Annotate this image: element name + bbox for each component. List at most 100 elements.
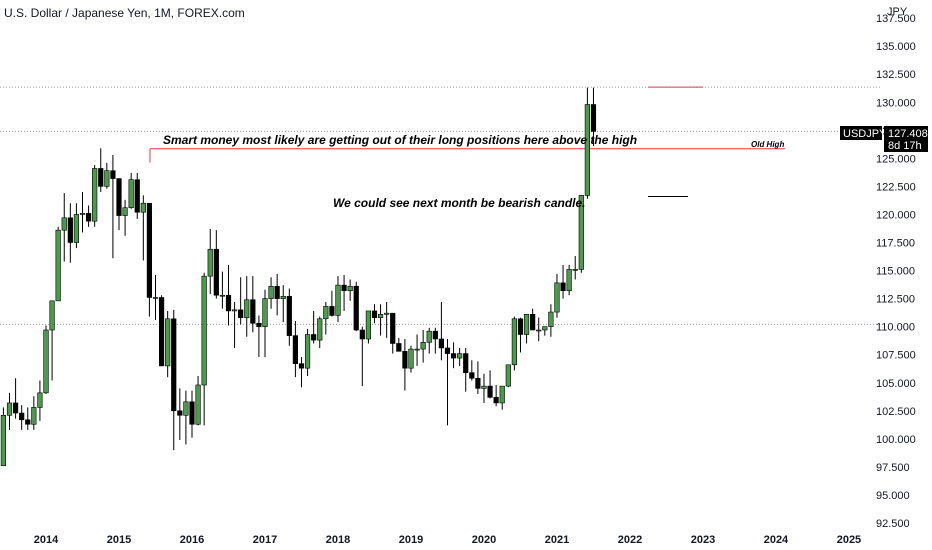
candle	[116, 178, 122, 231]
x-tick-label: 2024	[764, 534, 789, 546]
candle	[110, 154, 116, 259]
candle	[377, 304, 384, 336]
candle	[189, 390, 195, 438]
candle-body-bull	[183, 401, 189, 416]
candle-body-bear	[286, 296, 292, 336]
candle	[554, 273, 560, 318]
candle	[55, 226, 61, 302]
candle-body-bear	[353, 285, 359, 331]
x-tick-label: 2022	[618, 534, 642, 546]
candle	[201, 272, 207, 426]
x-tick-label: 2023	[691, 534, 715, 546]
candle	[481, 373, 487, 403]
candle	[25, 407, 31, 430]
candle	[426, 327, 432, 354]
y-tick-label: 112.500	[876, 294, 915, 306]
candle-body-bear	[311, 334, 317, 341]
candle-body-bear	[432, 330, 438, 340]
candle	[402, 338, 408, 391]
candle	[438, 301, 444, 361]
y-tick-label: 137.500	[876, 13, 916, 25]
candle	[499, 385, 505, 410]
candle-body-bull	[420, 342, 426, 350]
candle-body-bear	[256, 322, 262, 327]
candle	[311, 310, 317, 344]
price-label-symbol: USDJPY	[843, 128, 887, 140]
candle-body-bear	[146, 202, 153, 298]
candle	[104, 162, 110, 189]
candle-body-bear	[341, 284, 347, 292]
old-high-label: Old High	[751, 140, 784, 149]
candle	[432, 327, 438, 354]
candle-body-bear	[177, 410, 183, 416]
candle-body-bull	[323, 306, 329, 320]
candle-body-bear	[444, 347, 451, 354]
candle	[280, 285, 286, 323]
candle	[134, 172, 140, 219]
candle	[323, 301, 329, 335]
candle	[37, 380, 43, 421]
candle-body-bull	[511, 318, 517, 366]
candle	[578, 195, 584, 273]
candles	[0, 87, 597, 467]
candle	[475, 361, 481, 394]
candle-body-bear	[359, 329, 365, 340]
candle	[353, 281, 359, 332]
candle-body-bear	[85, 213, 92, 222]
candle-body-bear	[19, 412, 25, 421]
candle-body-bear	[329, 306, 335, 316]
candle-body-bull	[262, 298, 268, 327]
candle	[165, 310, 171, 378]
candle	[122, 199, 128, 236]
y-tick-label: 107.500	[876, 350, 916, 362]
y-tick-label: 125.000	[876, 153, 916, 165]
candle	[493, 384, 499, 407]
price-label: USDJPY 127.408 8d 17h	[840, 126, 928, 152]
candle-body-bear	[402, 351, 408, 369]
candle-body-bull	[128, 179, 134, 209]
candle-body-bull	[152, 297, 159, 299]
price-label-value-bg	[884, 126, 928, 152]
candle	[304, 328, 311, 377]
candle-body-bull	[55, 229, 61, 302]
x-axis[interactable]: 2014 2015 2016 2017 2018 2019 2020 2021 2022 2023…	[34, 534, 861, 546]
candle-body-bear	[530, 314, 536, 331]
candle	[250, 276, 256, 333]
candle	[523, 314, 530, 344]
candle-body-bull	[61, 217, 67, 231]
candle	[335, 276, 341, 323]
candle	[219, 271, 226, 309]
candle	[0, 407, 7, 467]
candle	[536, 317, 542, 342]
candle	[298, 356, 305, 388]
y-axis[interactable]: JPY 92.500 95.000 97.500 100.000 102.500 105.…	[876, 6, 916, 530]
candle-body-bull	[37, 392, 43, 408]
candle-body-bull	[49, 300, 55, 331]
x-tick-label: 2015	[107, 534, 131, 546]
candle	[359, 326, 365, 387]
candle-body-bull	[499, 385, 505, 404]
candle	[457, 347, 463, 366]
candle	[530, 308, 536, 331]
candle	[195, 376, 201, 426]
candle-body-bear	[463, 353, 469, 373]
candle-body-bear	[396, 343, 402, 352]
candle-body-bull	[43, 329, 49, 394]
candle-body-bull	[335, 284, 341, 316]
candle-body-bull	[566, 269, 572, 292]
y-tick-label: 105.000	[876, 378, 916, 390]
candle-body-bear	[238, 309, 244, 318]
candle	[213, 230, 219, 299]
candle	[408, 345, 414, 373]
y-tick-label: 130.000	[876, 97, 916, 109]
candle-body-bull	[408, 348, 414, 369]
x-tick-label: 2025	[837, 534, 861, 546]
candle	[183, 390, 189, 445]
candle	[371, 304, 378, 324]
candle-body-bear	[493, 397, 499, 404]
candle	[584, 87, 590, 199]
candle	[146, 202, 153, 317]
candle	[207, 229, 213, 295]
candle	[560, 264, 566, 299]
